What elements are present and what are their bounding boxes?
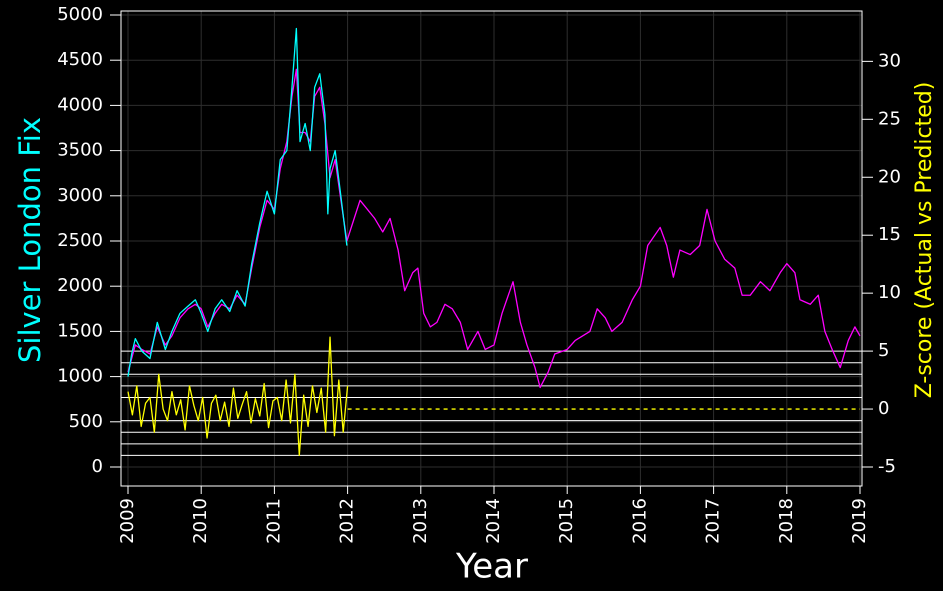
x-tick-label: 2012 bbox=[337, 498, 358, 544]
y-tick-label: 4500 bbox=[57, 49, 103, 70]
y2-axis-title: Z-score (Actual vs Predicted) bbox=[912, 82, 937, 399]
y-tick-label: 0 bbox=[92, 456, 103, 477]
x-tick-label: 2011 bbox=[263, 498, 284, 544]
x-tick-label: 2009 bbox=[117, 498, 138, 544]
x-axis-title: Year bbox=[455, 547, 528, 587]
x-tick-label: 2010 bbox=[190, 498, 211, 544]
plot-frame bbox=[120, 10, 863, 487]
y-tick-label: 3500 bbox=[57, 140, 103, 161]
y-tick-label: 4000 bbox=[57, 94, 103, 115]
y2-tick-label: 15 bbox=[878, 224, 901, 245]
x-tick-label: 2016 bbox=[629, 498, 650, 544]
x-tick-label: 2018 bbox=[776, 498, 797, 544]
y2-tick-label: 10 bbox=[878, 282, 901, 303]
x-tick-label: 2015 bbox=[556, 498, 577, 544]
y2-tick-label: 30 bbox=[878, 50, 901, 71]
x-tick-label: 2013 bbox=[410, 498, 431, 544]
x-tick-label: 2019 bbox=[849, 498, 870, 544]
x-tick-label: 2017 bbox=[703, 498, 724, 544]
y2-tick-label: 5 bbox=[878, 340, 889, 361]
x-tick-label: 2014 bbox=[483, 498, 504, 544]
y-tick-label: 1500 bbox=[57, 320, 103, 341]
y2-tick-label: 20 bbox=[878, 166, 901, 187]
data-line bbox=[127, 27, 348, 377]
data-line bbox=[127, 336, 349, 457]
y-axis-title: Silver London Fix bbox=[13, 117, 47, 363]
y2-tick-label: 25 bbox=[878, 108, 901, 129]
y-tick-label: 2000 bbox=[57, 275, 103, 296]
y-tick-label: 2500 bbox=[57, 230, 103, 251]
y-tick-label: 500 bbox=[69, 411, 103, 432]
y-tick-label: 3000 bbox=[57, 185, 103, 206]
y2-tick-label: 0 bbox=[878, 398, 889, 419]
y-tick-label: 5000 bbox=[57, 4, 103, 25]
y-tick-label: 1000 bbox=[57, 366, 103, 387]
y2-tick-label: -5 bbox=[878, 456, 896, 477]
